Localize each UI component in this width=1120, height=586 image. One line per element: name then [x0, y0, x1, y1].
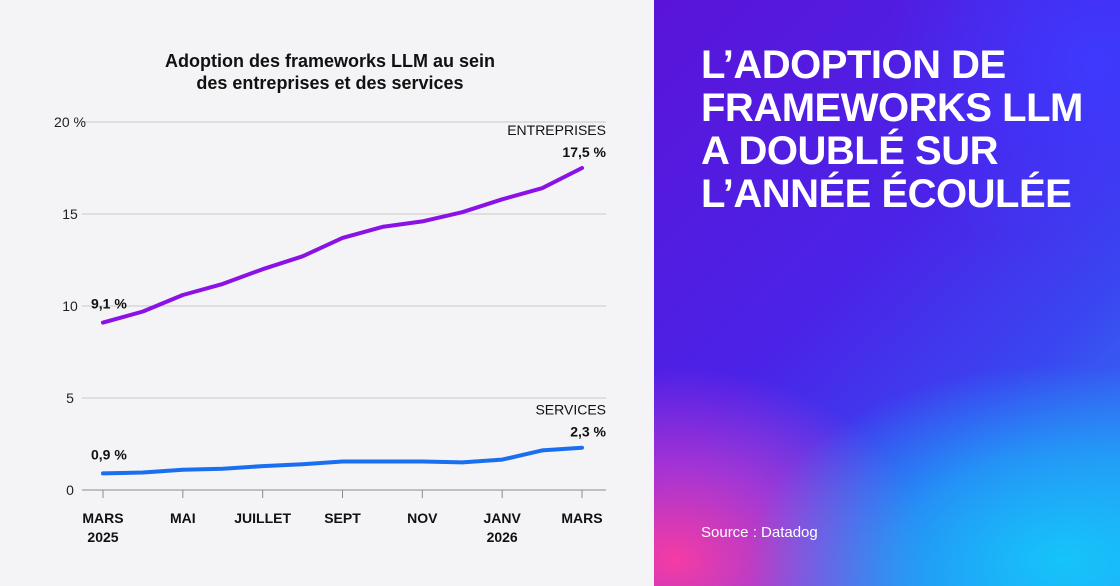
- headline-line-2: FRAMEWORKS LLM: [701, 86, 1083, 130]
- headline-line-1: L’ADOPTION DE: [701, 43, 1006, 87]
- chart-title-line-1: Adoption des frameworks LLM au sein: [164, 51, 496, 71]
- x-tick-label: NOV: [407, 510, 438, 526]
- chart-title: Adoption des frameworks LLM au sein des …: [100, 50, 560, 94]
- headline: L’ADOPTION DE FRAMEWORKS LLM A DOUBLÉ SU…: [701, 44, 1101, 216]
- x-tick-label: 2025: [87, 529, 118, 545]
- x-tick-label: MARS: [82, 510, 123, 526]
- end-value-label: 2,3 %: [570, 424, 606, 440]
- series-line-entreprises: [101, 166, 584, 325]
- headline-line-4: L’ANNÉE ÉCOULÉE: [701, 172, 1072, 216]
- x-tick-label: SEPT: [324, 510, 361, 526]
- x-tick-label: MAI: [170, 510, 196, 526]
- line-chart: 0 5 10 15 20 % MARS 2025 MAI JUILLET SEPT NOV JANV 2…: [54, 114, 607, 545]
- series-line-services: [101, 445, 584, 476]
- y-tick-label: 20 %: [54, 114, 86, 130]
- y-tick-label: 5: [66, 390, 74, 406]
- x-tick-label: JUILLET: [234, 510, 291, 526]
- source-label: Source : Datadog: [701, 524, 818, 541]
- y-tick-label: 0: [66, 482, 74, 498]
- x-tick-label: MARS: [561, 510, 602, 526]
- chart-title-line-2: des entreprises et des services: [196, 73, 464, 93]
- chart-panel: Adoption des frameworks LLM au sein des …: [54, 50, 607, 545]
- y-tick-label: 15: [62, 206, 78, 222]
- series-name-label: ENTREPRISES: [507, 122, 606, 138]
- start-value-label: 0,9 %: [91, 446, 127, 462]
- x-tick-label: 2026: [487, 529, 518, 545]
- headline-panel: L’ADOPTION DE FRAMEWORKS LLM A DOUBLÉ SU…: [654, 0, 1120, 586]
- start-value-label: 9,1 %: [91, 296, 127, 312]
- y-tick-label: 10: [62, 298, 78, 314]
- headline-line-3: A DOUBLÉ SUR: [701, 129, 998, 173]
- x-tick-label: JANV: [483, 510, 521, 526]
- series-name-label: SERVICES: [535, 402, 606, 418]
- end-value-label: 17,5 %: [562, 144, 606, 160]
